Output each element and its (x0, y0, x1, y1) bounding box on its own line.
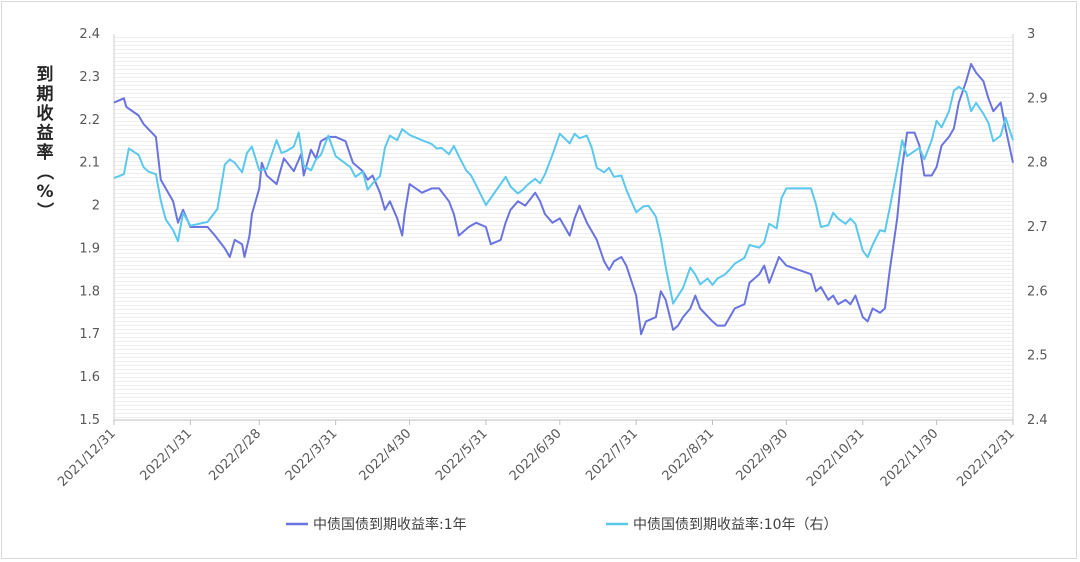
x-tick-label: 2022/9/30 (733, 426, 791, 484)
left-tick-label: 1.9 (79, 241, 100, 256)
right-axis-ticks: 2.4 2.5 2.6 2.7 2.8 2.9 3 (1027, 27, 1048, 428)
x-tick-label: 2022/3/31 (283, 426, 341, 484)
right-tick-label: 2.5 (1027, 349, 1048, 364)
x-tick-label: 2022/6/30 (507, 426, 565, 484)
left-axis-label-char: 到 (37, 65, 54, 85)
x-tick-label: 2021/12/31 (55, 426, 119, 490)
left-axis-label-char: 期 (37, 85, 54, 105)
x-axis-ticks: 2021/12/31 2022/1/31 2022/2/28 2022/3/31 202… (55, 420, 1018, 490)
left-axis-label-char: ） (34, 202, 55, 219)
left-axis-label: 到期收益率（%） (34, 65, 55, 219)
right-tick-label: 3 (1027, 27, 1035, 42)
left-tick-label: 2 (92, 199, 100, 214)
right-tick-label: 2.9 (1027, 91, 1048, 106)
right-tick-label: 2.7 (1027, 220, 1048, 235)
left-axis-label-char: 率 (37, 142, 54, 163)
x-tick-label: 2022/2/28 (206, 426, 264, 484)
plot-background (114, 34, 1013, 420)
legend: 中债国债到期收益率:1年 中债国债到期收益率:10年（右） (286, 516, 838, 533)
left-axis-label-char: 益 (37, 123, 54, 144)
x-tick-label: 2022/5/31 (433, 426, 491, 484)
left-tick-label: 2.3 (79, 70, 100, 85)
left-axis-ticks: 1.5 1.6 1.7 1.8 1.9 2 2.1 2.2 2.3 2.4 (79, 27, 100, 428)
left-tick-label: 1.7 (79, 327, 100, 342)
legend-label: 中债国债到期收益率:10年（右） (633, 516, 838, 533)
left-axis-label-char: 收 (37, 103, 54, 124)
left-axis-label-char: % (36, 182, 53, 202)
right-tick-label: 2.4 (1027, 413, 1048, 428)
right-tick-label: 2.6 (1027, 284, 1048, 299)
x-tick-label: 2022/4/30 (357, 426, 415, 484)
plot-area (114, 34, 1013, 420)
left-axis-label-char: （ (34, 163, 55, 180)
series-lines (113, 63, 1014, 336)
series-line-1y (113, 63, 1014, 336)
legend-label: 中债国债到期收益率:1年 (313, 516, 467, 533)
right-tick-label: 2.8 (1027, 156, 1048, 171)
x-tick-label: 2022/10/31 (804, 426, 868, 490)
left-tick-label: 1.8 (79, 284, 100, 299)
left-tick-label: 1.6 (79, 370, 100, 385)
x-tick-label: 2022/1/31 (137, 426, 195, 484)
left-tick-label: 1.5 (79, 413, 100, 428)
x-tick-label: 2022/8/31 (660, 426, 718, 484)
left-tick-label: 2.2 (79, 113, 100, 128)
x-tick-label: 2022/11/30 (878, 426, 942, 490)
left-tick-label: 2.1 (79, 156, 100, 171)
left-tick-label: 2.4 (79, 27, 100, 42)
x-tick-label: 2022/7/31 (583, 426, 641, 484)
series-line-10y (113, 85, 1014, 305)
x-tick-label: 2022/12/31 (954, 426, 1018, 490)
